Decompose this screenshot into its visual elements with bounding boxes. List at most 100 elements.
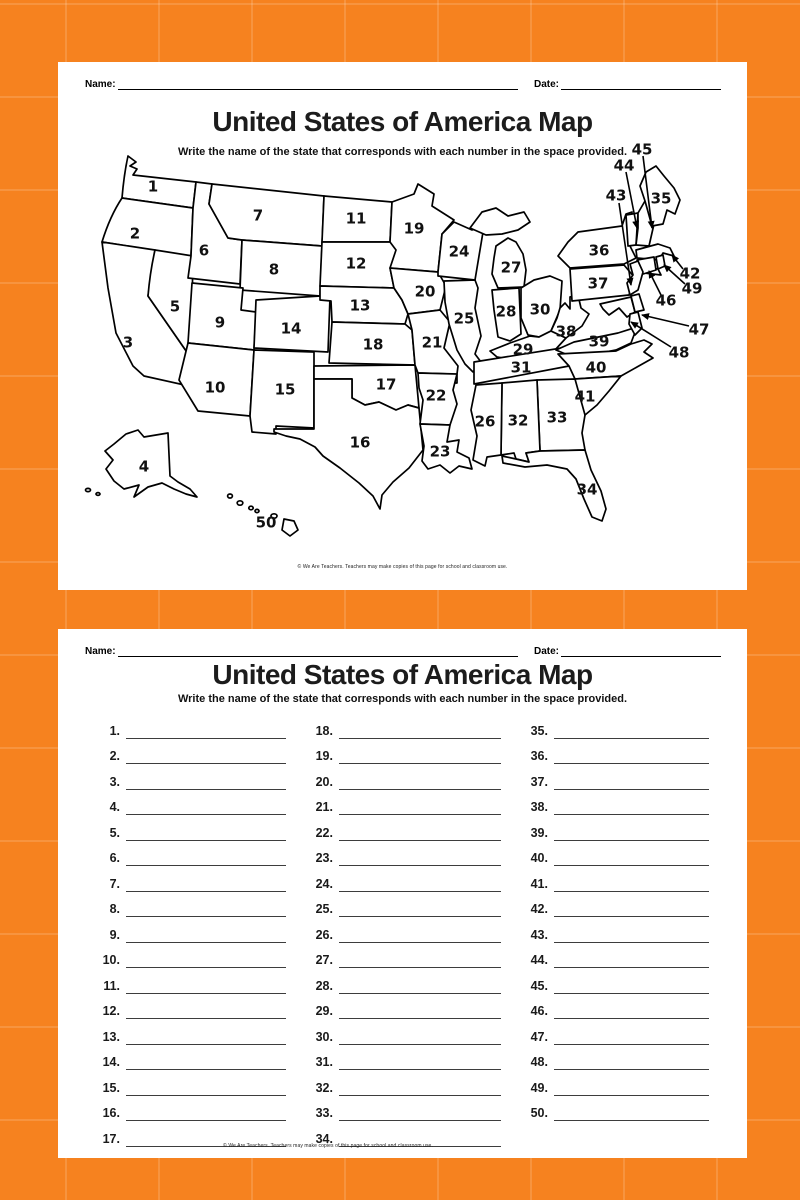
answer-number: 44.	[530, 953, 548, 967]
answer-number: 30.	[315, 1029, 333, 1044]
state-michigan-upper-peninsula	[469, 207, 531, 236]
answer-blank-line	[126, 877, 286, 892]
answer-number: 34.	[315, 1131, 333, 1146]
answer-number: 10.	[102, 953, 120, 967]
map-number-36: 36	[589, 242, 610, 260]
map-number-39: 39	[589, 333, 610, 351]
copyright-footer: © We Are Teachers. Teachers may make cop…	[297, 564, 508, 570]
answer-number: 27.	[315, 953, 333, 967]
answer-blank-line	[339, 826, 501, 841]
alaska-island	[84, 487, 92, 493]
answer-number: 16.	[102, 1106, 120, 1120]
map-number-19: 19	[404, 220, 425, 238]
answer-row: 47.	[516, 1019, 709, 1045]
map-pointer-arrow	[671, 254, 684, 270]
answer-blank-line	[554, 928, 709, 943]
answer-row: 1.	[88, 713, 286, 739]
answer-number: 4.	[109, 800, 120, 814]
answer-row: 11.	[88, 968, 286, 994]
answer-blank-line	[339, 979, 501, 994]
map-number-15: 15	[275, 381, 296, 399]
state-alaska	[104, 429, 198, 498]
answer-row: 44.	[516, 943, 709, 968]
answer-number: 13.	[102, 1029, 120, 1044]
map-number-12: 12	[346, 255, 367, 273]
answer-row: 27.	[301, 943, 501, 968]
answer-number: 35.	[530, 723, 548, 738]
answer-row: 9.	[88, 917, 286, 943]
answer-blank-line	[126, 749, 286, 764]
answer-row: 5.	[88, 815, 286, 841]
map-number-30: 30	[530, 301, 551, 319]
answer-number: 31.	[315, 1055, 333, 1069]
answer-row: 22.	[301, 815, 501, 841]
answer-row: 7.	[88, 866, 286, 892]
state-rhode-island	[655, 254, 666, 270]
answer-blank-line	[126, 1106, 286, 1121]
map-number-8: 8	[269, 261, 279, 279]
name-label: Name:	[85, 79, 116, 90]
answer-number: 32.	[315, 1080, 333, 1095]
answer-list: 1. 2. 3. 4. 5. 6. 7. 8. 9. 10. 11. 12. 13. 14. 15. 16. 1…	[88, 713, 709, 1147]
answer-blank-line	[339, 953, 501, 968]
answer-number: 33.	[315, 1106, 333, 1120]
hawaii-big-island	[281, 518, 299, 537]
answer-row: 29.	[301, 994, 501, 1019]
answer-blank-line	[339, 851, 501, 866]
map-pointer-arrow	[663, 264, 686, 285]
answer-row: 32.	[301, 1070, 501, 1096]
page-title: United States of America Map	[212, 106, 593, 137]
answer-blank-line	[554, 800, 709, 815]
answer-blank-line	[126, 1004, 286, 1019]
answer-row: 35.	[516, 713, 709, 739]
answer-blank-line	[554, 1030, 709, 1045]
map-pointer-arrow	[618, 202, 634, 286]
answer-row: 25.	[301, 892, 501, 917]
map-number-26: 26	[475, 413, 496, 431]
answer-blank-line	[339, 1106, 501, 1121]
answer-row: 24.	[301, 866, 501, 892]
answer-blank-line	[554, 826, 709, 841]
answer-number: 19.	[315, 749, 333, 763]
answer-blank-line	[126, 979, 286, 994]
answer-number: 6.	[109, 851, 120, 865]
answer-blank-line	[126, 800, 286, 815]
answer-number: 22.	[315, 825, 333, 840]
state-new-york	[557, 211, 637, 269]
state-michigan	[491, 237, 527, 289]
state-florida	[501, 449, 607, 522]
name-label: Name:	[85, 646, 116, 657]
answer-number: 24.	[315, 876, 333, 891]
answer-number: 18.	[315, 723, 333, 738]
map-number-6: 6	[199, 242, 209, 260]
answer-blank-line	[126, 1081, 286, 1096]
answer-column-3: 35. 36. 37. 38. 39. 40. 41. 42. 43. 44. 45. 46. 47. 4…	[516, 713, 709, 1147]
map-number-18: 18	[363, 336, 384, 354]
hawaii-island	[247, 505, 255, 511]
state-north-carolina	[557, 339, 654, 380]
map-number-13: 13	[350, 297, 371, 315]
answer-number: 15.	[102, 1080, 120, 1095]
map-number-11: 11	[346, 210, 367, 228]
answer-column-1: 1. 2. 3. 4. 5. 6. 7. 8. 9. 10. 11. 12. 13. 14. 15. 16. 1…	[88, 713, 286, 1147]
answer-row: 17.	[88, 1121, 286, 1147]
answer-number: 47.	[530, 1029, 548, 1044]
answer-number: 28.	[315, 978, 333, 993]
map-number-22: 22	[426, 387, 447, 405]
us-map: 1234567891011121314151617181920212223242…	[84, 141, 709, 537]
map-number-14: 14	[281, 320, 302, 338]
map-number-38: 38	[556, 323, 577, 341]
map-number-44: 44	[614, 157, 635, 175]
answer-blank-line	[126, 1132, 286, 1147]
state-louisiana	[419, 423, 473, 474]
answer-number: 48.	[530, 1055, 548, 1069]
answer-blank-line	[339, 877, 501, 892]
map-number-1: 1	[148, 178, 158, 196]
map-number-43: 43	[606, 187, 627, 205]
answer-blank-line	[339, 724, 501, 739]
map-number-10: 10	[205, 379, 226, 397]
map-number-37: 37	[588, 275, 609, 293]
answer-blank-line	[126, 902, 286, 917]
answer-row: 28.	[301, 968, 501, 994]
date-blank-line	[561, 645, 721, 657]
